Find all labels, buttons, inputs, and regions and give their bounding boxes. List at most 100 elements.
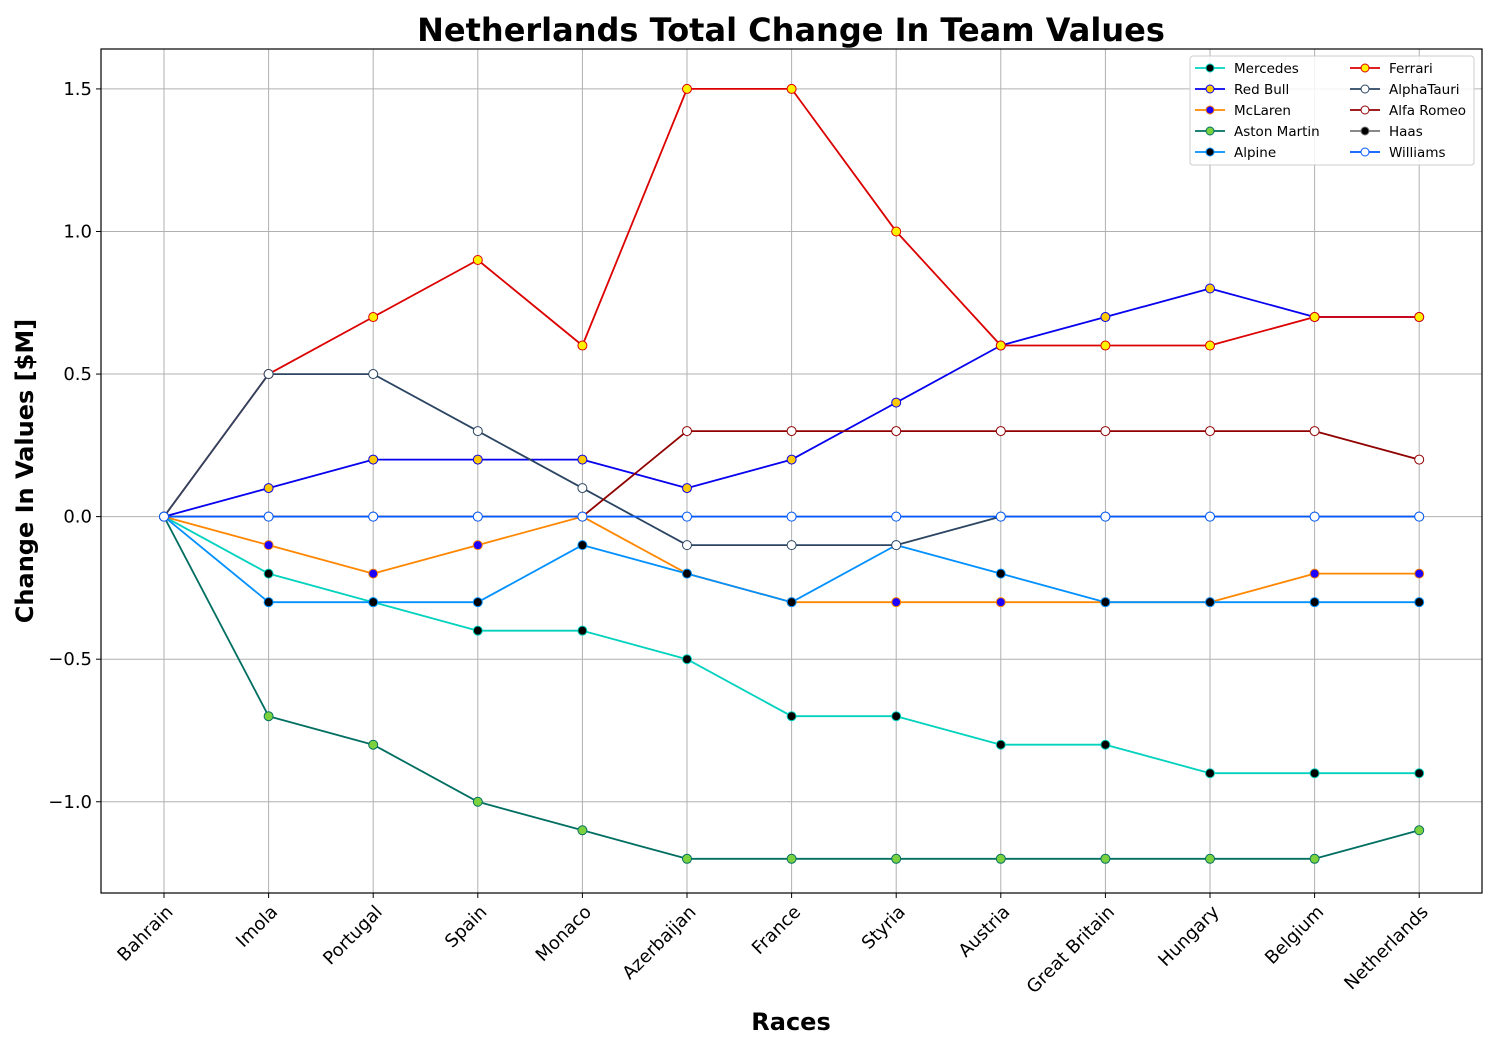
x-axis-label: Races	[751, 1008, 830, 1036]
data-point	[577, 625, 588, 636]
data-point	[682, 654, 692, 665]
data-point	[1100, 511, 1111, 522]
data-point	[368, 454, 379, 465]
legend[interactable]: Mercedes Red Bull McLaren Aston Martin Alpin…	[1189, 55, 1475, 166]
data-point	[1309, 511, 1320, 522]
data-point	[1414, 312, 1425, 323]
x-tick-label: Netherlands	[1340, 902, 1432, 994]
data-point	[1205, 597, 1215, 608]
x-tick-label: Austria	[955, 902, 1015, 962]
legend-label: AlphaTauri	[1389, 82, 1460, 98]
data-point	[577, 340, 588, 351]
legend-label: Williams	[1389, 145, 1446, 161]
data-point	[263, 711, 274, 722]
chart-title: Netherlands Total Change In Team Values	[417, 11, 1165, 49]
data-point	[472, 511, 483, 522]
data-point	[682, 853, 692, 864]
legend-item[interactable]: Alpine	[1195, 145, 1276, 161]
data-point	[1414, 511, 1425, 522]
legend-box	[1189, 55, 1475, 166]
legend-item[interactable]: AlphaTauri	[1350, 82, 1460, 98]
x-tick-label: Great Britain	[1023, 902, 1119, 998]
data-point	[786, 853, 797, 864]
data-point	[1205, 853, 1215, 864]
legend-item[interactable]: Aston Martin	[1195, 124, 1320, 140]
legend-swatch-marker	[1360, 84, 1370, 94]
legend-label: Ferrari	[1389, 61, 1433, 77]
data-point	[159, 511, 169, 522]
legend-swatch-marker	[1360, 147, 1370, 157]
legend-swatch-marker	[1205, 63, 1215, 73]
data-point	[995, 739, 1006, 750]
data-point	[995, 597, 1006, 608]
legend-label: Haas	[1389, 124, 1423, 140]
data-point	[472, 540, 483, 551]
data-point	[786, 711, 797, 722]
legend-item[interactable]: Ferrari	[1350, 61, 1433, 77]
x-tick-label: France	[748, 902, 805, 959]
data-point	[368, 312, 379, 323]
data-point	[263, 369, 274, 380]
legend-label: Alpine	[1234, 145, 1276, 161]
data-point	[1205, 426, 1215, 437]
data-point	[1205, 511, 1215, 522]
legend-label: Aston Martin	[1234, 124, 1320, 140]
legend-label: McLaren	[1234, 103, 1291, 119]
legend-item[interactable]: McLaren	[1195, 103, 1291, 119]
series-group	[159, 83, 1425, 864]
data-point	[472, 597, 483, 608]
legend-item[interactable]: Williams	[1350, 145, 1446, 161]
legend-swatch-marker	[1205, 147, 1215, 157]
data-point	[1100, 312, 1111, 323]
data-point	[1309, 426, 1320, 437]
data-point	[368, 597, 379, 608]
series-williams	[159, 511, 1425, 522]
data-point	[995, 426, 1006, 437]
data-point	[1414, 825, 1425, 836]
legend-swatch-marker	[1360, 126, 1370, 136]
data-point	[263, 597, 274, 608]
series-alpine	[159, 511, 1425, 608]
data-point	[1414, 568, 1425, 579]
x-tick-label: Belgium	[1261, 902, 1328, 969]
y-axis-ticks: −1.0 −0.5 0.0 0.5 1.0 1.5	[48, 79, 101, 813]
legend-item[interactable]: Red Bull	[1195, 82, 1289, 98]
data-point	[786, 540, 797, 551]
legend-swatch-marker	[1360, 63, 1370, 73]
data-point	[891, 511, 902, 522]
data-point	[786, 426, 797, 437]
data-point	[1414, 597, 1425, 608]
legend-swatch-marker	[1205, 126, 1215, 136]
data-point	[995, 340, 1006, 351]
data-point	[1100, 853, 1111, 864]
data-point	[577, 825, 588, 836]
data-point	[682, 511, 692, 522]
data-point	[472, 426, 483, 437]
data-point	[1100, 597, 1111, 608]
data-point	[1414, 454, 1425, 465]
data-point	[263, 568, 274, 579]
data-point	[472, 255, 483, 265]
legend-item[interactable]: Haas	[1350, 124, 1423, 140]
x-axis-ticks: Bahrain Imola Portugal Spain Monaco Azerbaija…	[113, 893, 1433, 998]
x-tick-label: Azerbaijan	[618, 902, 700, 984]
y-tick-label: −1.0	[48, 792, 92, 813]
data-point	[472, 454, 483, 465]
legend-label: Alfa Romeo	[1389, 103, 1466, 119]
data-point	[891, 711, 902, 722]
data-point	[1414, 768, 1425, 779]
data-point	[995, 853, 1006, 864]
legend-item[interactable]: Alfa Romeo	[1350, 103, 1466, 119]
data-point	[263, 511, 274, 522]
data-point	[1100, 426, 1111, 437]
data-point	[1100, 739, 1111, 750]
y-tick-label: 1.0	[63, 221, 92, 242]
grid-lines	[101, 49, 1482, 893]
legend-item[interactable]: Mercedes	[1195, 61, 1299, 77]
data-point	[1309, 312, 1320, 323]
data-point	[786, 511, 797, 522]
x-tick-label: Portugal	[319, 902, 387, 970]
data-point	[891, 397, 902, 408]
data-point	[1205, 768, 1215, 779]
